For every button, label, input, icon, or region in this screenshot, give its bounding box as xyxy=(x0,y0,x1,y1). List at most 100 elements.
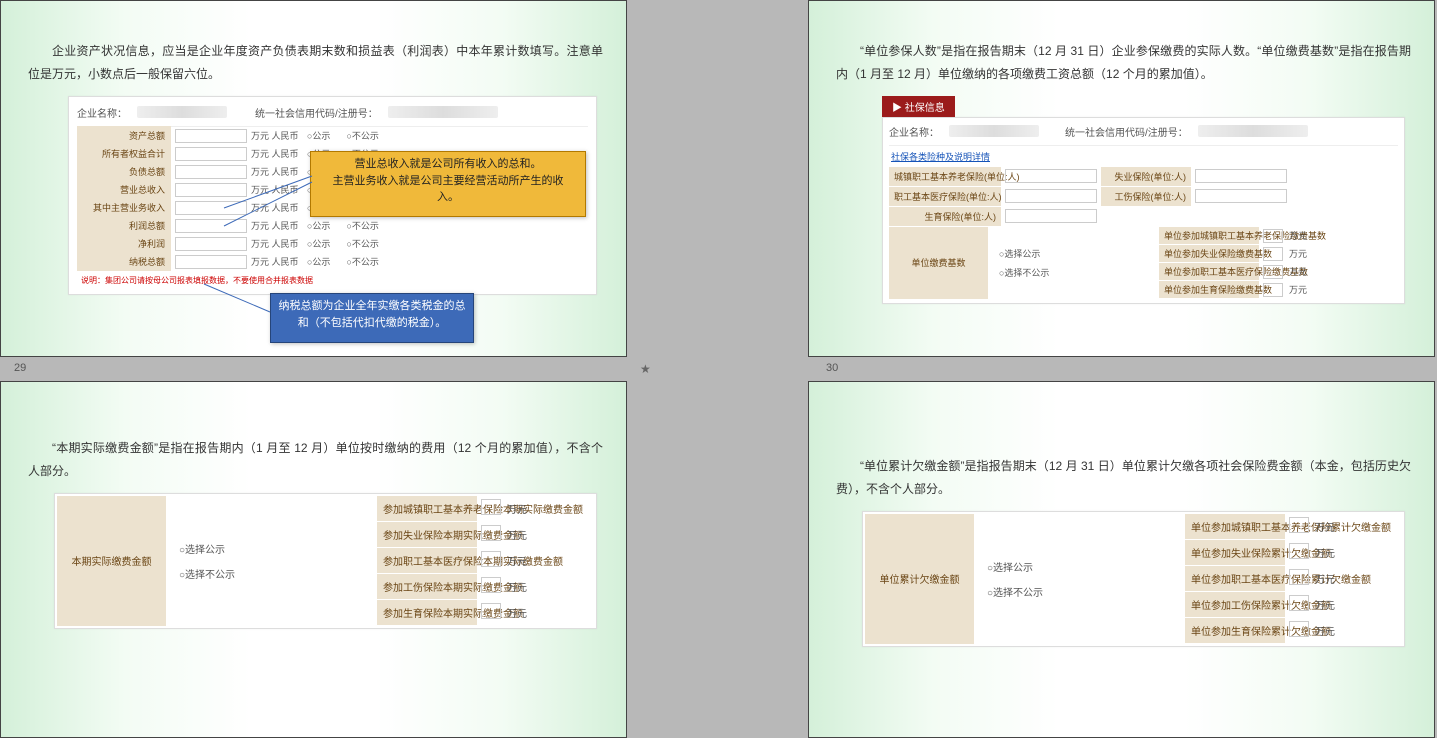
radio-show[interactable]: ○公示 xyxy=(307,221,330,231)
s31-row-unit-4: 万元 xyxy=(505,600,615,626)
s30-count-label-l-0: 城镇职工基本养老保险(单位:人) xyxy=(889,167,1001,187)
s29-row-input[interactable] xyxy=(175,201,247,215)
s30-participant-count-grid: 城镇职工基本养老保险(单位:人)失业保险(单位:人)职工基本医疗保险(单位:人)… xyxy=(889,167,1398,227)
s29-row-0: 资产总额 万元 人民币 ○公示 ○不公示 xyxy=(77,127,588,145)
s29-unit: 万元 人民币 xyxy=(251,129,299,142)
s31-row-unit-3: 万元 xyxy=(505,574,615,600)
s29-row-input[interactable] xyxy=(175,165,247,179)
s31-row-unit-2: 万元 xyxy=(505,548,615,574)
s29-row-label: 资产总额 xyxy=(77,126,171,146)
s31-row-input-2[interactable] xyxy=(477,548,505,574)
blurred-company-name xyxy=(949,125,1039,137)
s29-row-input[interactable] xyxy=(175,237,247,251)
blurred-uscc xyxy=(1198,125,1308,137)
s32-row-unit-1: 万元 xyxy=(1313,540,1423,566)
s29-row-input[interactable] xyxy=(175,219,247,233)
s31-row-input-0[interactable] xyxy=(477,496,505,522)
s31-row-unit-0: 万元 xyxy=(505,496,615,522)
radio-hide[interactable]: ○选择不公示 xyxy=(987,584,1185,599)
blurred-uscc xyxy=(388,106,498,118)
s30-base-input-0[interactable] xyxy=(1259,227,1287,245)
s29-row-input[interactable] xyxy=(175,129,247,143)
radio-show[interactable]: ○选择公示 xyxy=(999,247,1159,260)
social-insurance-help-link[interactable]: 社保各类险种及说明详情 xyxy=(889,146,990,167)
s32-row-label-1: 单位参加失业保险累计欠缴金额 xyxy=(1185,540,1285,566)
s29-unit: 万元 人民币 xyxy=(251,183,299,196)
s32-row-unit-0: 万元 xyxy=(1313,514,1423,540)
s29-unit: 万元 人民币 xyxy=(251,237,299,250)
s29-uscc-label: 统一社会信用代码/注册号： xyxy=(255,105,378,120)
s29-radio-pair: ○公示 ○不公示 xyxy=(299,219,387,232)
s32-row-input-1[interactable] xyxy=(1285,540,1313,566)
s30-count-input-l-0[interactable] xyxy=(1001,167,1101,187)
radio-hide[interactable]: ○不公示 xyxy=(346,221,378,231)
s32-radio-col: ○选择公示 ○选择不公示 xyxy=(975,514,1185,644)
s31-side-label: 本期实际缴费金额 xyxy=(57,496,167,626)
radio-hide[interactable]: ○不公示 xyxy=(346,257,378,267)
s29-row-label: 纳税总额 xyxy=(77,252,171,272)
blurred-company-name xyxy=(137,106,227,118)
s30-count-input-l-1[interactable] xyxy=(1001,187,1101,207)
s30-base-label-0: 单位参加城镇职工基本养老保险缴费基数 xyxy=(1159,227,1259,245)
s32-amount-grid: 单位累计欠缴金额 单位参加城镇职工基本养老保险累计欠缴金额万元○选择公示○选择不… xyxy=(865,514,1402,644)
callout-revenue-explain: 营业总收入就是公司所有收入的总和。 主营业务收入就是公司主要经营活动所产生的收 … xyxy=(310,151,586,217)
s31-row-label-3: 参加工伤保险本期实际缴费金额 xyxy=(377,574,477,600)
radio-show[interactable]: ○公示 xyxy=(307,131,330,141)
s29-form-header: 企业名称： 统一社会信用代码/注册号： xyxy=(77,103,588,127)
radio-show[interactable]: ○选择公示 xyxy=(987,559,1185,574)
s30-base-label-2: 单位参加职工基本医疗保险缴费基数 xyxy=(1159,263,1259,281)
callout-tax-explain: 纳税总额为企业全年实缴各类税金的总和（不包括代扣代缴的税金）。 xyxy=(270,293,474,343)
s29-row-input[interactable] xyxy=(175,183,247,197)
s31-row-label-0: 参加城镇职工基本养老保险本期实际缴费金额 xyxy=(377,496,477,522)
s31-row-label-1: 参加失业保险本期实际缴费金额 xyxy=(377,522,477,548)
s29-row-6: 净利润万元 人民币○公示○不公示 xyxy=(77,235,588,253)
s31-row-input-1[interactable] xyxy=(477,522,505,548)
s31-row-input-4[interactable] xyxy=(477,600,505,626)
s31-paragraph: “本期实际缴费金额”是指在报告期内（1 月至 12 月）单位按时缴纳的费用（12… xyxy=(28,437,603,483)
s30-count-input-r-0[interactable] xyxy=(1191,167,1291,187)
radio-hide[interactable]: ○不公示 xyxy=(346,131,378,141)
star-icon[interactable]: ★ xyxy=(640,362,651,376)
s31-row-input-3[interactable] xyxy=(477,574,505,600)
s29-row-input[interactable] xyxy=(175,255,247,269)
s30-count-input-r-1[interactable] xyxy=(1191,187,1291,207)
radio-show[interactable]: ○公示 xyxy=(307,257,330,267)
s32-row-input-2[interactable] xyxy=(1285,566,1313,592)
radio-hide[interactable]: ○不公示 xyxy=(346,239,378,249)
s30-base-unit-1: 万元 xyxy=(1287,245,1399,263)
radio-hide[interactable]: ○选择不公示 xyxy=(999,266,1159,279)
s30-count-input-l-2[interactable] xyxy=(1001,207,1101,227)
s30-count-label-l-2: 生育保险(单位:人) xyxy=(889,207,1001,227)
s30-base-unit-0: 万元 xyxy=(1287,227,1399,245)
s29-red-note: 说明：集团公司请按母公司报表填报数据，不要使用合并报表数据 xyxy=(77,271,588,286)
s31-row-label-4: 参加生育保险本期实际缴费金额 xyxy=(377,600,477,626)
s29-company-label: 企业名称： xyxy=(77,105,127,120)
s29-radio-pair: ○公示 ○不公示 xyxy=(299,237,387,250)
s29-paragraph: 企业资产状况信息，应当是企业年度资产负债表期末数和损益表（利润表）中本年累计数填… xyxy=(28,40,603,86)
s32-side-label: 单位累计欠缴金额 xyxy=(865,514,975,644)
radio-show[interactable]: ○公示 xyxy=(307,239,330,249)
s29-unit: 万元 人民币 xyxy=(251,147,299,160)
s29-unit: 万元 人民币 xyxy=(251,219,299,232)
s30-base-label-1: 单位参加失业保险缴费基数 xyxy=(1159,245,1259,263)
radio-hide[interactable]: ○选择不公示 xyxy=(179,566,377,581)
s30-base-input-2[interactable] xyxy=(1259,263,1287,281)
social-insurance-tab[interactable]: ▶ 社保信息 xyxy=(882,96,955,117)
s29-row-5: 利润总额万元 人民币○公示○不公示 xyxy=(77,217,588,235)
s29-unit: 万元 人民币 xyxy=(251,201,299,214)
radio-show[interactable]: ○选择公示 xyxy=(179,541,377,556)
page-number-30: 30 xyxy=(826,362,838,374)
s32-row-input-4[interactable] xyxy=(1285,618,1313,644)
s32-row-unit-2: 万元 xyxy=(1313,566,1423,592)
s32-row-input-3[interactable] xyxy=(1285,592,1313,618)
s29-row-input[interactable] xyxy=(175,147,247,161)
s30-base-input-1[interactable] xyxy=(1259,245,1287,263)
s30-form-header: 企业名称： 统一社会信用代码/注册号： xyxy=(889,122,1398,146)
slide-29: 企业资产状况信息，应当是企业年度资产负债表期末数和损益表（利润表）中本年累计数填… xyxy=(0,0,627,357)
s32-row-input-0[interactable] xyxy=(1285,514,1313,540)
s30-base-input-3[interactable] xyxy=(1259,281,1287,299)
s30-count-label-l-1: 职工基本医疗保险(单位:人) xyxy=(889,187,1001,207)
s30-base-side-label: 单位缴费基数 xyxy=(889,227,989,299)
page-number-29: 29 xyxy=(14,362,26,374)
s30-base-unit-3: 万元 xyxy=(1287,281,1399,299)
